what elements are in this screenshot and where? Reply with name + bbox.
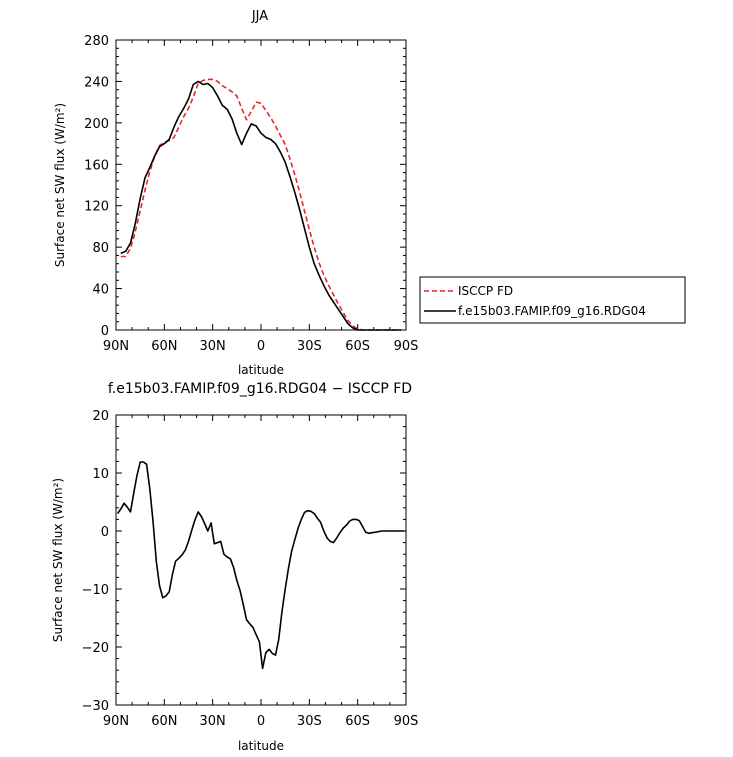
x-tick-label: 60S	[345, 339, 370, 354]
x-tick-label: 30N	[200, 339, 226, 354]
bottom-x-axis-label: latitude	[238, 739, 284, 753]
y-tick-label: 160	[84, 158, 109, 173]
bottom-panel: f.e15b03.FAMIP.f09_g16.RDG04 − ISCCP FD …	[51, 381, 418, 753]
y-tick-label: 80	[92, 241, 109, 256]
y-tick-label: −30	[82, 699, 109, 714]
y-tick-label: 120	[84, 200, 109, 215]
top-y-axis-label: Surface net SW flux (W/m²)	[53, 103, 67, 267]
x-tick-label: 30S	[297, 714, 322, 729]
bottom-chart-title: f.e15b03.FAMIP.f09_g16.RDG04 − ISCCP FD	[108, 381, 412, 397]
x-tick-label: 30N	[200, 714, 226, 729]
top-panel: JJA 90N 60N 30N 0 30S 60S 90S 0 40 80 120 160 200 240…	[53, 9, 418, 377]
x-tick-label: 0	[257, 714, 265, 729]
x-tick-label: 30S	[297, 339, 322, 354]
y-tick-label: −10	[82, 583, 109, 598]
x-tick-label: 90N	[103, 339, 129, 354]
y-tick-label: 0	[101, 525, 109, 540]
y-tick-label: −20	[82, 641, 109, 656]
x-tick-label: 60S	[345, 714, 370, 729]
y-tick-label: 280	[84, 34, 109, 49]
bottom-y-axis-label: Surface net SW flux (W/m²)	[51, 478, 65, 642]
legend: ISCCP FD f.e15b03.FAMIP.f09_g16.RDG04	[419, 276, 686, 324]
top-x-axis-label: latitude	[238, 363, 284, 377]
legend-label-isccp: ISCCP FD	[458, 284, 513, 298]
f-e15b03-famip-f09-g16-rdg04-series-line	[120, 80, 402, 331]
x-tick-label: 60N	[151, 339, 177, 354]
x-tick-label: 90S	[394, 339, 419, 354]
y-tick-label: 200	[84, 117, 109, 132]
y-tick-label: 20	[92, 409, 109, 424]
difference-series-line	[116, 461, 405, 670]
top-series-lines	[120, 78, 402, 331]
y-tick-label: 0	[101, 324, 109, 339]
bottom-series-lines	[116, 461, 405, 670]
top-chart-title: JJA	[251, 9, 268, 24]
x-tick-label: 90N	[103, 714, 129, 729]
bottom-axis-ticks: 90N 60N 30N 0 30S 60S 90S −30 −20 −10 0 10 20	[82, 409, 419, 729]
y-tick-label: 40	[92, 283, 109, 298]
isccp-fd-series-line	[120, 78, 402, 331]
y-tick-label: 10	[92, 467, 109, 482]
top-plot-frame	[115, 39, 407, 331]
x-tick-label: 90S	[394, 714, 419, 729]
legend-label-model: f.e15b03.FAMIP.f09_g16.RDG04	[458, 304, 646, 318]
x-tick-label: 0	[257, 339, 265, 354]
y-tick-label: 240	[84, 75, 109, 90]
x-tick-label: 60N	[151, 714, 177, 729]
legend-box	[419, 276, 686, 324]
top-axis-ticks: 90N 60N 30N 0 30S 60S 90S 0 40 80 120 160 200 240 280	[84, 34, 418, 354]
